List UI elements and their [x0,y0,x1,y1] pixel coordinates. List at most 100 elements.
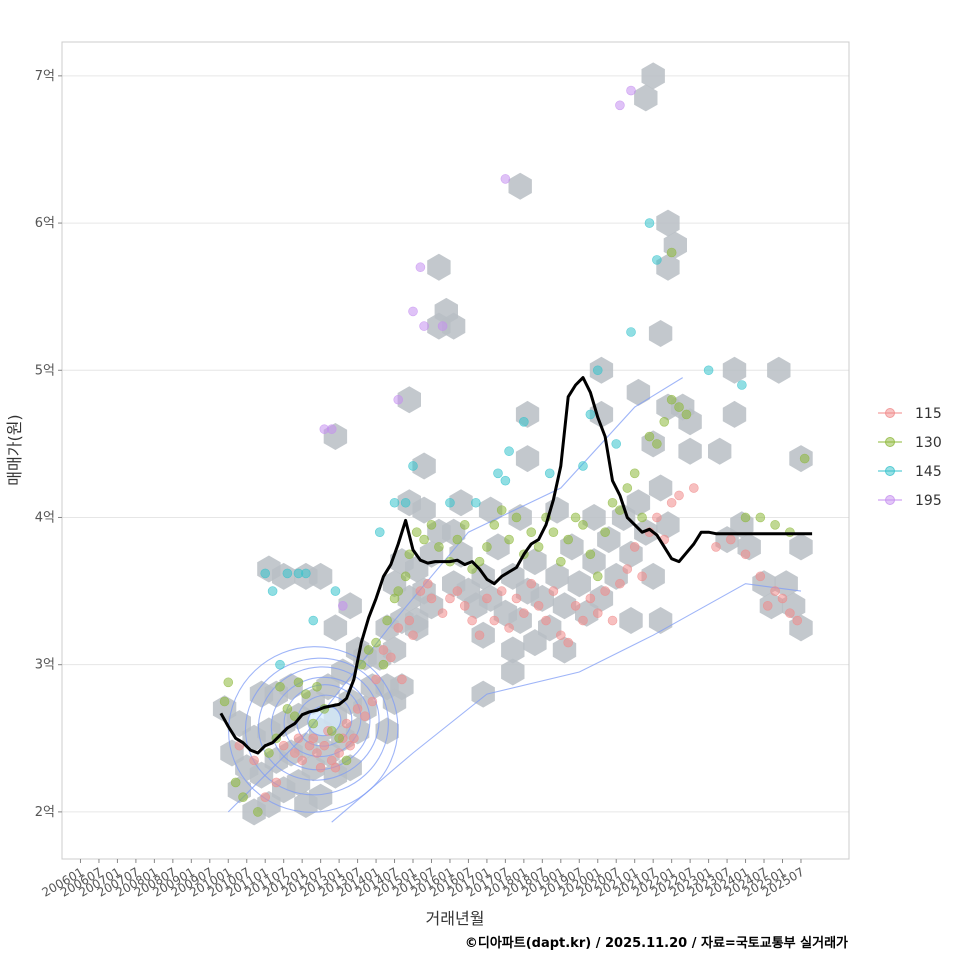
scatter-point-115 [674,490,684,501]
scatter-point-130 [264,748,274,758]
hexbin-cell [656,511,680,539]
scatter-point-115 [315,762,326,773]
scatter-point-115 [260,792,271,802]
scatter-point-195 [500,174,511,184]
hexbin-cell [582,504,606,531]
trend-line [219,376,813,755]
scatter-point-130 [474,556,485,567]
scatter-point-115 [482,593,492,604]
scatter-point-115 [271,777,282,788]
scatter-point-115 [526,578,537,589]
scatter-point-115 [459,601,470,611]
scatter-point-145 [374,527,385,538]
y-tick-label: 2억 [35,805,55,820]
scatter-point-130 [681,409,692,420]
scatter-point-115 [629,542,640,552]
scatter-point-145 [737,380,747,390]
scatter-point-145 [400,497,411,508]
hexbin-cell [648,320,673,347]
y-tick-label: 4억 [35,510,55,525]
scatter-point-145 [493,468,503,479]
scatter-point-130 [223,677,234,688]
hexbin-cell [397,386,421,414]
scatter-point-130 [578,520,588,530]
scatter-point-115 [777,593,788,604]
scatter-point-130 [526,527,537,538]
density-contour [228,646,399,813]
density-contour [296,694,353,747]
scatter-point-115 [615,578,625,589]
plot-frame [61,41,850,860]
hexbin-cell [678,437,702,465]
scatter-point-115 [689,483,699,493]
scatter-point-130 [312,681,322,692]
scatter-point-130 [341,755,352,766]
scatter-point-layer [219,85,810,817]
scatter-point-130 [238,792,248,802]
scatter-point-130 [652,439,662,449]
scatter-point-115 [511,593,522,604]
scatter-point-130 [563,534,573,545]
scatter-point-115 [393,623,404,633]
scatter-point-145 [626,327,636,337]
scatter-point-130 [400,571,411,582]
scatter-point-195 [338,601,348,611]
scatter-point-115 [341,718,352,729]
scatter-point-130 [334,733,344,744]
scatter-point-115 [378,645,389,655]
scatter-point-115 [408,630,418,641]
scatter-point-115 [570,601,581,611]
hexbin-cell [567,570,591,598]
scatter-point-130 [585,549,596,560]
scatter-point-115 [762,601,773,611]
scatter-point-115 [489,615,500,626]
scatter-point-130 [371,637,381,648]
scatter-point-145 [275,659,285,670]
scatter-point-115 [725,534,736,545]
hexbin-cell [634,84,658,112]
scatter-point-115 [592,608,603,618]
hexbin-cell [545,562,569,590]
scatter-point-115 [622,564,633,574]
scatter-point-130 [326,726,337,736]
hexbin-cell [471,680,495,708]
hexbin-cell [656,253,680,281]
scatter-point-130 [378,659,389,670]
hexbin-cell [515,445,540,473]
scatter-point-115 [740,549,751,560]
scatter-point-145 [471,497,481,508]
scatter-point-115 [349,733,359,744]
hexbin-cell [656,209,680,237]
y-axis-title: 매매가(원) [5,414,24,485]
scatter-point-145 [267,586,278,596]
hexbin-cell [508,172,532,200]
scatter-point-130 [459,520,470,530]
scatter-point-145 [408,461,418,471]
scatter-point-130 [253,807,263,817]
scatter-point-115 [397,674,407,685]
hexbin-cell [308,562,333,590]
scatter-point-145 [578,461,588,471]
hexbin-cell [641,562,665,590]
scatter-point-115 [770,586,780,596]
scatter-point-130 [740,512,751,523]
scatter-point-130 [533,542,544,552]
scatter-point-145 [585,409,596,420]
hexbin-cell [449,489,473,517]
x-axis-title: 거래년월 [426,909,485,928]
scatter-point-130 [607,497,618,508]
hexbin-cell [375,717,399,745]
scatter-point-130 [629,468,640,479]
scatter-point-115 [578,615,588,626]
scatter-point-130 [426,520,437,530]
scatter-point-145 [445,497,455,508]
scatter-point-195 [415,262,426,273]
scatter-point-130 [301,689,311,699]
scatter-point-130 [308,718,319,729]
scatter-point-115 [496,586,507,596]
scatter-point-195 [393,394,404,405]
scatter-point-130 [659,416,670,427]
y-tick-label: 5억 [35,363,55,378]
scatter-point-130 [411,527,422,538]
